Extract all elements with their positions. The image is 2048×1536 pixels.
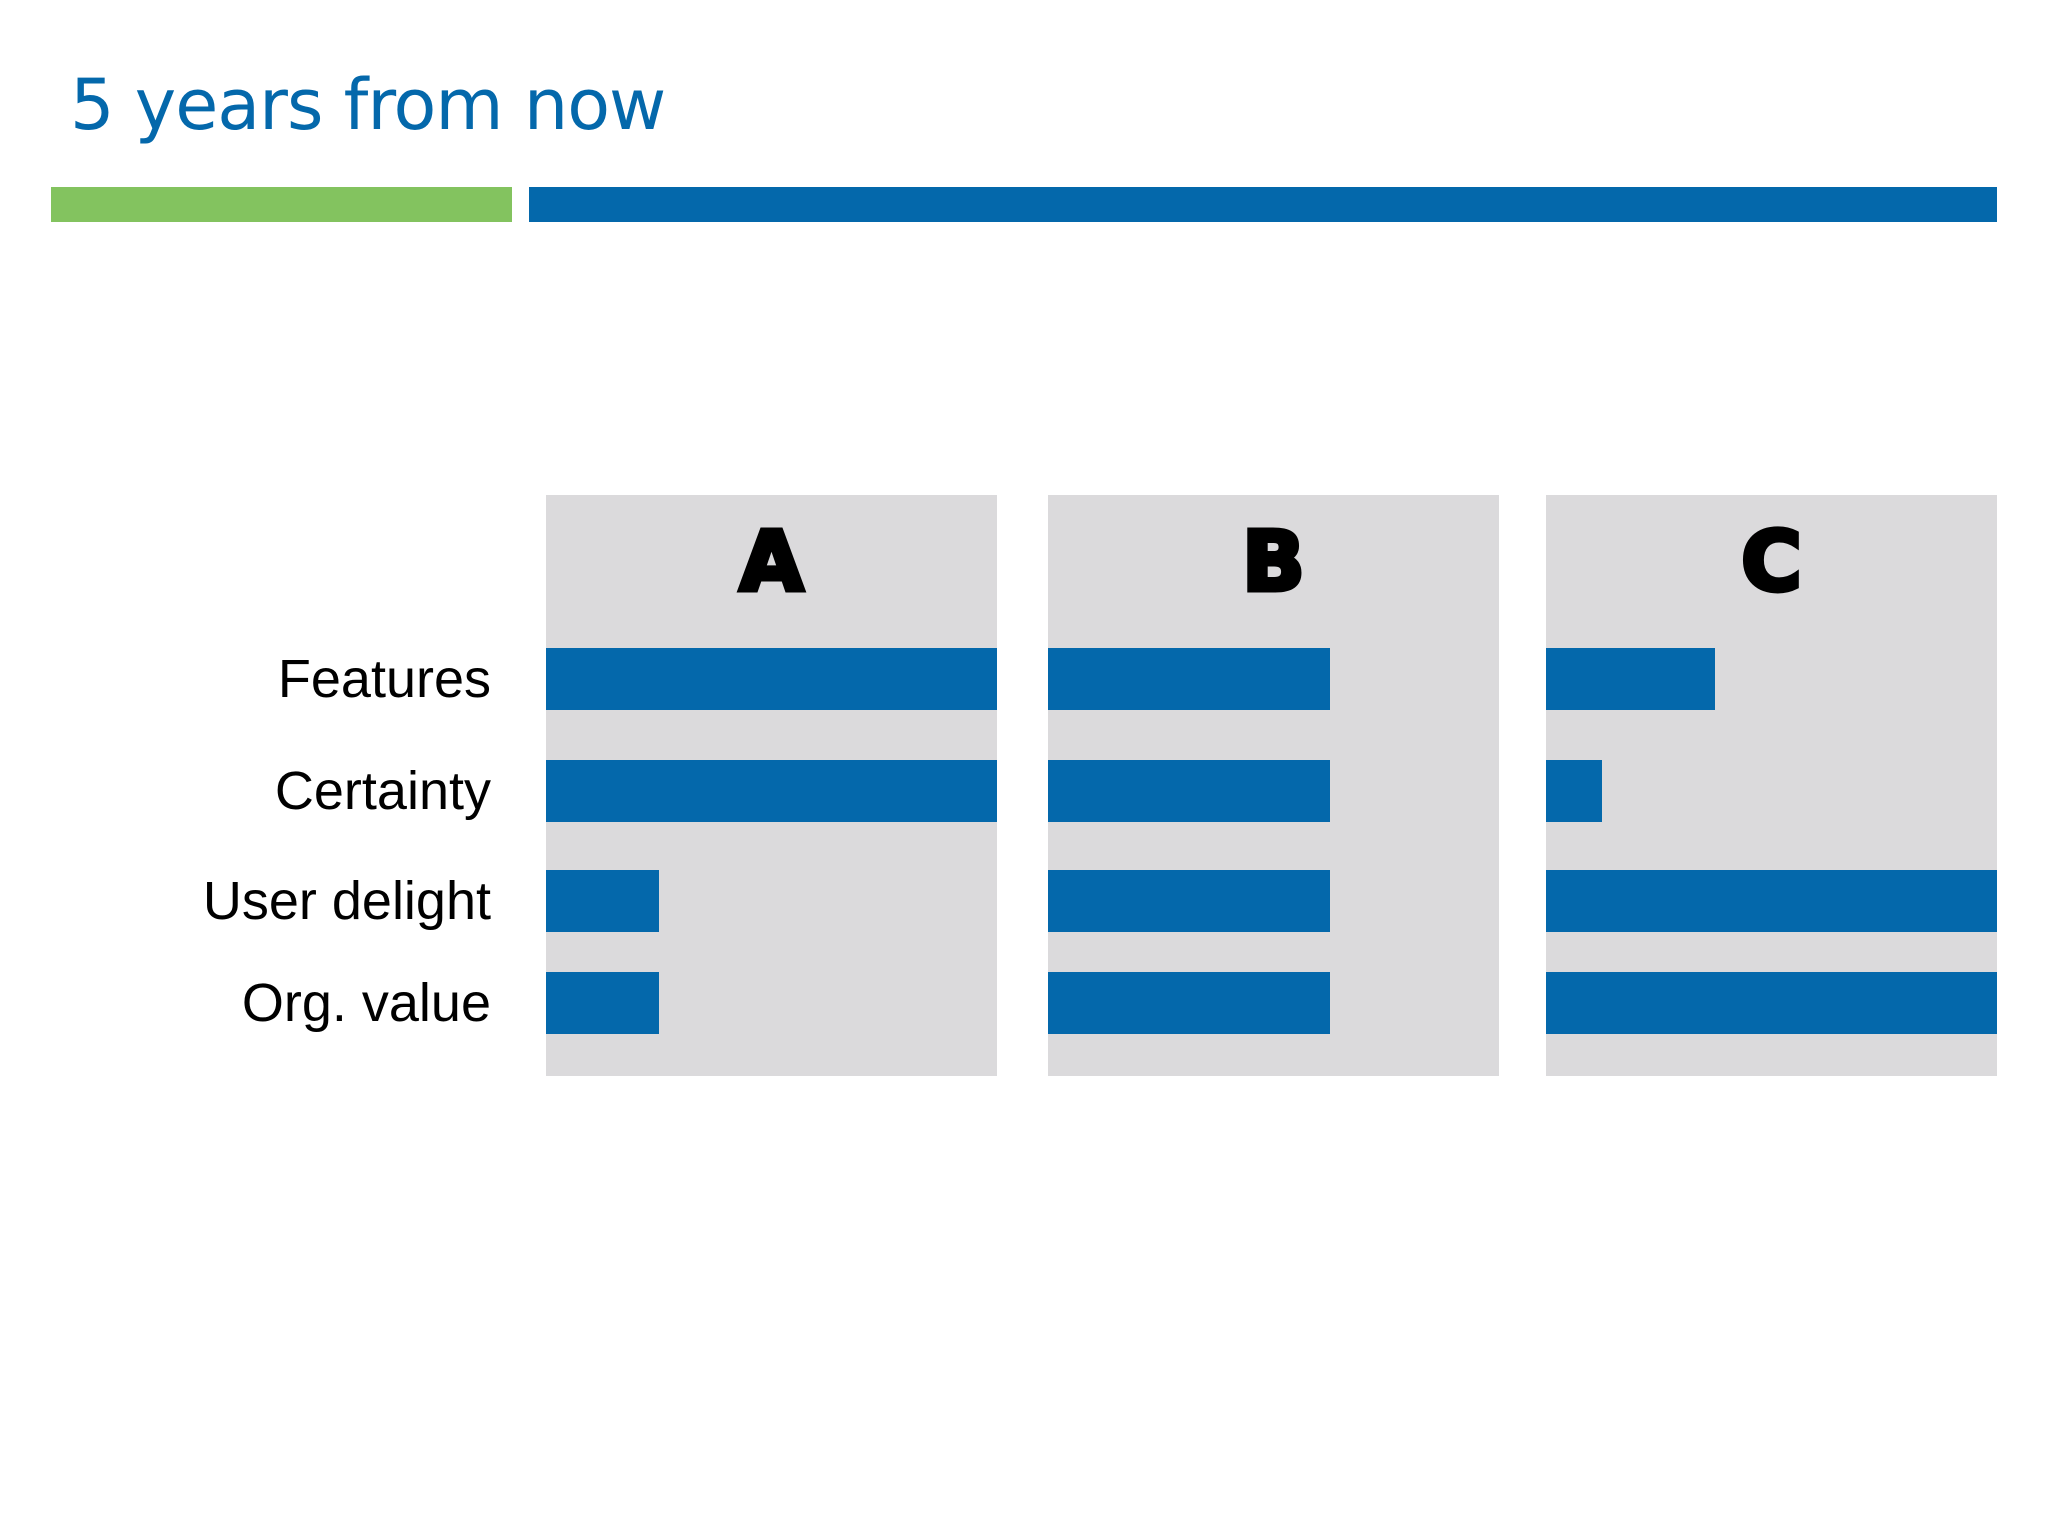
row-label-user-delight: User delight — [202, 871, 491, 931]
bar-b-features — [1048, 648, 1330, 710]
panel-c: C — [1546, 495, 1997, 1076]
row-label-certainty: Certainty — [274, 761, 491, 821]
bar-a-features — [546, 648, 997, 710]
bar-c-certainty — [1546, 760, 1602, 822]
accent-bar-green — [51, 187, 512, 222]
bar-c-user-delight — [1546, 870, 1997, 932]
panel-a-letter: A — [737, 513, 805, 613]
panel-c-letter: C — [1739, 513, 1804, 613]
bar-a-org-value — [546, 972, 659, 1034]
bar-b-org-value — [1048, 972, 1330, 1034]
bar-a-user-delight — [546, 870, 659, 932]
bar-a-certainty — [546, 760, 997, 822]
panel-b: B — [1048, 495, 1499, 1076]
panel-b-letter: B — [1240, 513, 1308, 613]
slide-title: 5 years from now — [70, 64, 666, 146]
bar-c-features — [1546, 648, 1715, 710]
bar-c-org-value — [1546, 972, 1997, 1034]
panel-a: A — [546, 495, 997, 1076]
row-label-org-value: Org. value — [241, 973, 491, 1033]
row-label-features: Features — [277, 649, 491, 709]
bar-b-certainty — [1048, 760, 1330, 822]
accent-bar-blue — [529, 187, 1997, 222]
bar-b-user-delight — [1048, 870, 1330, 932]
